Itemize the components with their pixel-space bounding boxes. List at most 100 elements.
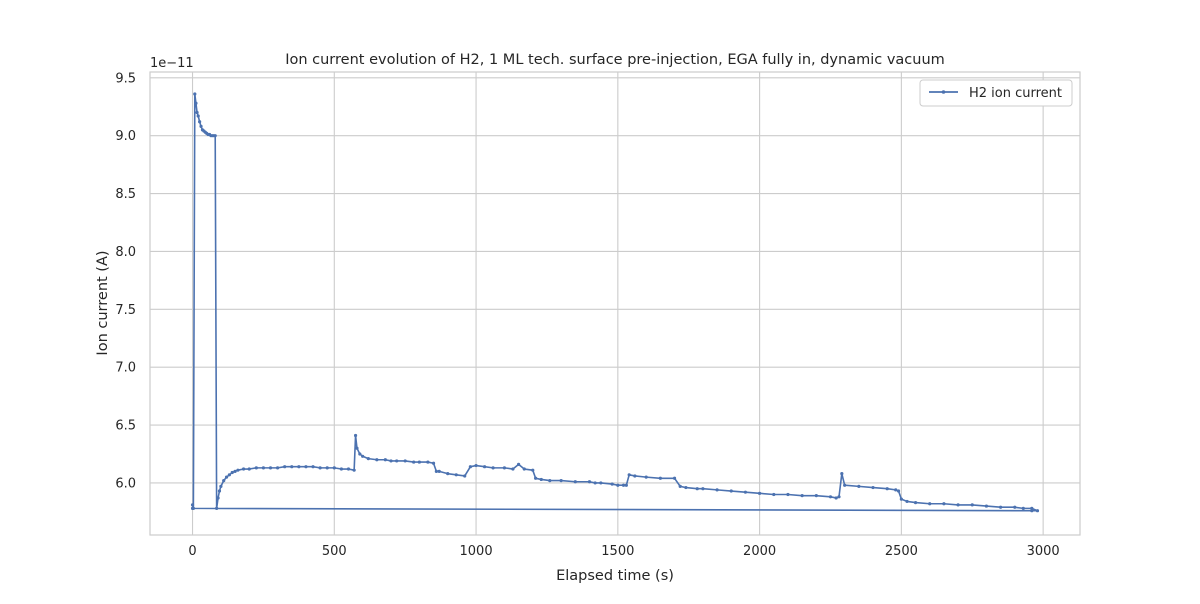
- data-point: [383, 458, 387, 462]
- data-point: [358, 452, 362, 456]
- data-point: [840, 472, 844, 476]
- data-point: [491, 466, 495, 470]
- series-line: [191, 93, 1039, 512]
- data-point: [624, 483, 628, 487]
- y-tick-label: 9.5: [115, 71, 136, 86]
- data-point: [800, 494, 804, 498]
- legend-marker-swatch: [941, 90, 946, 94]
- x-tick-label: 1000: [460, 544, 493, 559]
- data-point: [463, 474, 467, 478]
- y-tick-label: 9.0: [115, 129, 136, 144]
- data-point: [539, 477, 543, 482]
- x-axis-label: Elapsed time (s): [556, 568, 674, 584]
- data-point: [896, 489, 901, 493]
- data-point: [346, 467, 351, 471]
- data-point: [633, 474, 637, 478]
- data-point: [772, 492, 776, 497]
- data-point: [268, 466, 273, 470]
- data-point: [534, 476, 538, 480]
- data-point: [339, 467, 343, 471]
- data-point: [437, 469, 441, 473]
- data-point: [241, 467, 246, 471]
- series-layer: [190, 92, 1040, 513]
- data-point: [502, 466, 507, 470]
- data-point: [913, 500, 918, 505]
- data-point: [216, 496, 220, 500]
- data-point: [194, 101, 198, 105]
- data-point: [610, 482, 614, 486]
- data-point: [199, 124, 203, 129]
- data-point: [395, 459, 399, 463]
- data-point: [511, 467, 515, 471]
- data-point: [361, 454, 365, 458]
- data-point: [729, 489, 733, 493]
- data-point: [616, 483, 620, 487]
- data-point: [217, 489, 222, 493]
- data-point: [254, 466, 258, 470]
- y-tick-label: 7.5: [115, 303, 136, 318]
- data-point: [434, 469, 438, 473]
- data-point: [1013, 505, 1017, 509]
- x-tick-label: 2000: [743, 544, 776, 559]
- data-point: [837, 495, 841, 499]
- data-point: [375, 458, 379, 462]
- y-offset-label: 1e−11: [150, 56, 194, 71]
- data-point: [482, 465, 487, 469]
- data-point: [403, 459, 407, 463]
- data-point: [593, 481, 597, 485]
- data-point: [743, 490, 748, 494]
- data-point: [857, 484, 861, 488]
- legend: H2 ion current: [919, 79, 1073, 107]
- data-point: [190, 506, 195, 510]
- data-point: [275, 466, 280, 470]
- grid-lines: [150, 72, 1080, 535]
- data-point: [283, 465, 287, 469]
- data-point: [834, 496, 838, 500]
- data-point: [196, 114, 200, 118]
- y-tick-label: 6.5: [115, 419, 136, 434]
- data-point: [522, 467, 526, 471]
- x-tick-label: 0: [188, 544, 196, 559]
- data-point: [814, 494, 818, 498]
- data-point: [195, 110, 199, 115]
- data-point: [715, 488, 719, 492]
- plot-frame: [149, 71, 1081, 536]
- data-point: [1021, 506, 1025, 510]
- data-point: [412, 460, 416, 464]
- data-point: [304, 465, 308, 469]
- data-point: [758, 491, 762, 495]
- chart-title: Ion current evolution of H2, 1 ML tech. …: [285, 52, 945, 68]
- data-point: [644, 475, 648, 479]
- legend-box: [919, 79, 1073, 107]
- data-point: [233, 469, 237, 473]
- data-point: [474, 463, 478, 468]
- data-point: [658, 476, 662, 480]
- data-point: [332, 466, 336, 470]
- data-point: [355, 446, 359, 450]
- data-point: [353, 433, 358, 438]
- x-tick-label: 1500: [601, 544, 634, 559]
- data-point: [193, 92, 197, 96]
- data-point: [198, 120, 202, 124]
- data-point: [219, 484, 223, 488]
- x-tick-label: 3000: [1027, 544, 1060, 559]
- data-point: [1030, 506, 1034, 510]
- data-point: [970, 503, 974, 507]
- data-point: [548, 478, 552, 483]
- data-point: [352, 468, 356, 472]
- data-point: [454, 473, 458, 477]
- data-point: [261, 466, 266, 470]
- data-point: [516, 462, 521, 466]
- x-tick-label: 2500: [885, 544, 918, 559]
- data-point: [984, 504, 989, 508]
- data-point: [325, 466, 329, 470]
- data-point: [956, 503, 960, 507]
- data-point: [227, 473, 231, 477]
- data-point: [297, 465, 301, 469]
- data-point: [213, 134, 217, 138]
- data-point: [573, 480, 577, 484]
- y-axis-label: Ion current (A): [95, 250, 111, 355]
- data-point: [1035, 509, 1040, 513]
- y-tick-label: 6.0: [115, 476, 136, 491]
- data-point: [928, 502, 932, 506]
